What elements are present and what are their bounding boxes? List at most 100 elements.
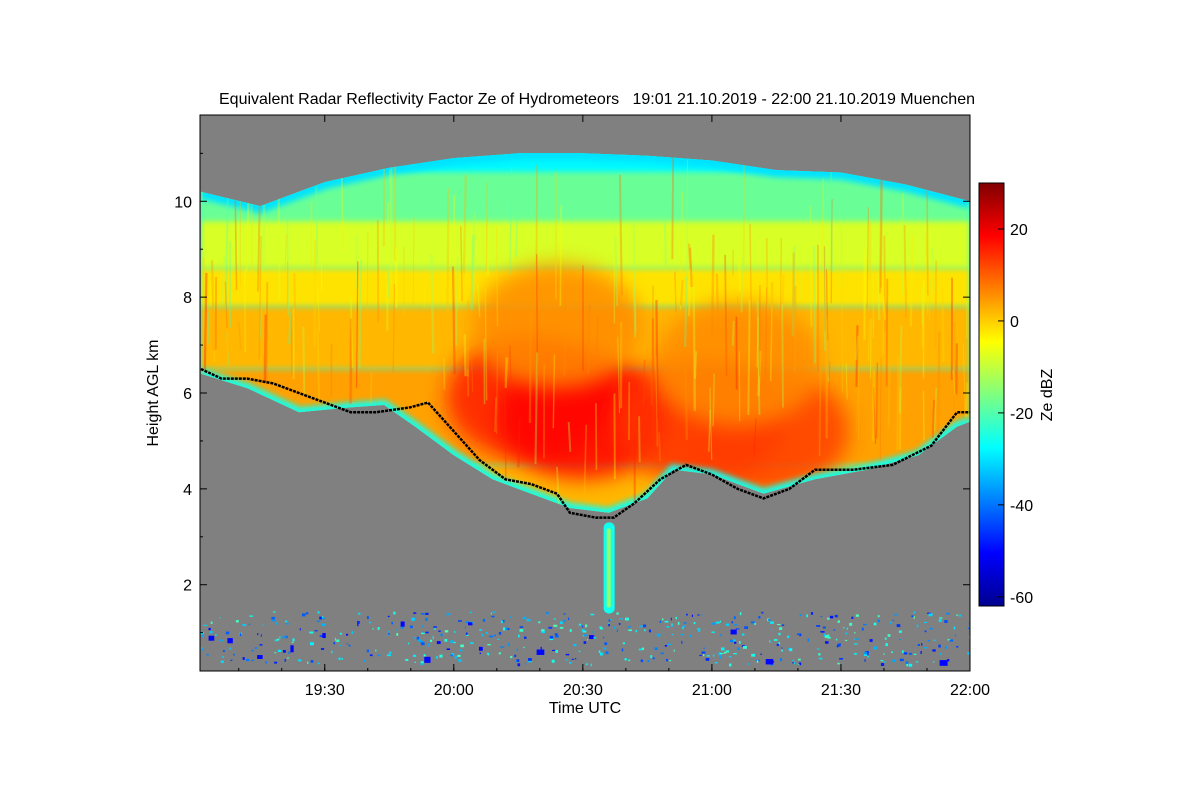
y-tick-label: 6 <box>183 386 192 403</box>
clutter-pixel <box>425 632 428 634</box>
clutter-pixel <box>726 624 729 626</box>
clutter-pixel <box>422 625 423 627</box>
clutter-pixel <box>470 642 473 644</box>
clutter-pixel <box>830 616 833 619</box>
clutter-pixel <box>520 626 524 627</box>
clutter-pixel <box>930 628 933 630</box>
clutter-pixel <box>223 650 225 652</box>
clutter-pixel <box>517 648 518 651</box>
clutter-pixel <box>864 659 865 661</box>
clutter-pixel <box>946 613 949 615</box>
clutter-pixel <box>428 643 429 645</box>
clutter-pixel <box>593 631 594 634</box>
clutter-pixel <box>480 653 481 654</box>
clutter-pixel <box>891 651 893 653</box>
clutter-pixel <box>619 618 623 619</box>
clutter-pixel <box>433 626 436 627</box>
clutter-pixel <box>761 612 763 614</box>
clutter-pixel <box>734 642 736 644</box>
clutter-pixel <box>367 650 369 653</box>
clutter-pixel <box>754 623 756 625</box>
reflectivity-streak <box>748 300 749 415</box>
clutter-pixel <box>819 658 823 660</box>
clutter-pixel <box>929 613 933 616</box>
clutter-pixel <box>938 645 941 648</box>
clutter-pixel <box>367 616 369 619</box>
clutter-pixel <box>483 619 485 622</box>
clutter-pixel <box>779 627 782 630</box>
clutter-pixel <box>817 648 820 649</box>
clutter-pixel <box>622 649 624 652</box>
x-tick-label: 21:30 <box>821 682 861 699</box>
clutter-pixel <box>603 647 606 649</box>
clutter-pixel <box>358 613 360 615</box>
clutter-pixel <box>742 633 744 635</box>
clutter-pixel <box>311 660 314 662</box>
clutter-pixel <box>599 627 602 629</box>
clutter-pixel <box>421 642 425 645</box>
clutter-pixel <box>806 614 808 617</box>
clutter-pixel <box>657 634 661 637</box>
clutter-pixel <box>508 643 510 646</box>
clutter-pixel <box>906 661 909 663</box>
clutter-pixel <box>641 660 643 663</box>
clutter-pixel <box>834 629 835 630</box>
clutter-pixel <box>799 614 801 616</box>
clutter-pixel <box>666 659 668 661</box>
clutter-pixel <box>251 660 254 661</box>
clutter-pixel <box>854 643 858 644</box>
reflectivity-streak <box>782 304 783 407</box>
clutter-pixel <box>757 660 759 663</box>
clutter-pixel <box>523 647 524 648</box>
clutter-pixel <box>740 612 742 615</box>
clutter-pixel <box>736 628 740 629</box>
precip-streak-core <box>607 528 611 607</box>
clutter-pixel <box>605 651 608 654</box>
reflectivity-streak <box>263 205 264 272</box>
clutter-pixel <box>665 621 669 623</box>
clutter-pixel <box>883 661 885 662</box>
clutter-pixel <box>347 643 348 645</box>
clutter-pixel <box>202 649 203 651</box>
clutter-pixel <box>835 615 838 618</box>
clutter-pixel <box>582 626 583 628</box>
clutter-pixel <box>933 661 934 663</box>
clutter-pixel <box>552 650 555 651</box>
reflectivity-streak <box>929 279 930 321</box>
clutter-clump <box>589 635 593 639</box>
clutter-pixel <box>878 615 880 617</box>
clutter-pixel <box>899 639 901 640</box>
clutter-pixel <box>614 627 616 629</box>
reflectivity-streak <box>927 190 928 295</box>
clutter-pixel <box>465 626 466 629</box>
clutter-pixel <box>608 623 609 624</box>
clutter-pixel <box>514 655 516 657</box>
clutter-pixel <box>469 612 472 613</box>
reflectivity-streak <box>497 226 498 326</box>
clutter-pixel <box>336 639 339 642</box>
reflectivity-streak <box>205 273 207 370</box>
clutter-pixel <box>712 623 715 625</box>
colorbar-tick-label: -40 <box>1010 498 1033 515</box>
x-axis-label: Time UTC <box>549 700 621 717</box>
clutter-pixel <box>734 624 737 625</box>
clutter-pixel <box>904 652 908 654</box>
clutter-pixel <box>744 626 748 629</box>
reflectivity-streak <box>870 319 871 379</box>
clutter-pixel <box>488 654 490 656</box>
clutter-pixel <box>486 632 488 634</box>
clutter-pixel <box>249 616 253 617</box>
clutter-pixel <box>739 641 741 644</box>
clutter-pixel <box>300 628 301 630</box>
clutter-pixel <box>885 638 887 640</box>
reflectivity-streak <box>685 368 686 440</box>
clutter-pixel <box>925 631 927 633</box>
clutter-pixel <box>675 617 677 619</box>
clutter-pixel <box>541 647 542 650</box>
clutter-clump <box>227 638 232 643</box>
clutter-pixel <box>201 647 202 648</box>
clutter-pixel <box>292 642 294 643</box>
clutter-pixel <box>242 624 246 626</box>
clutter-pixel <box>758 616 760 618</box>
clutter-pixel <box>388 631 390 632</box>
